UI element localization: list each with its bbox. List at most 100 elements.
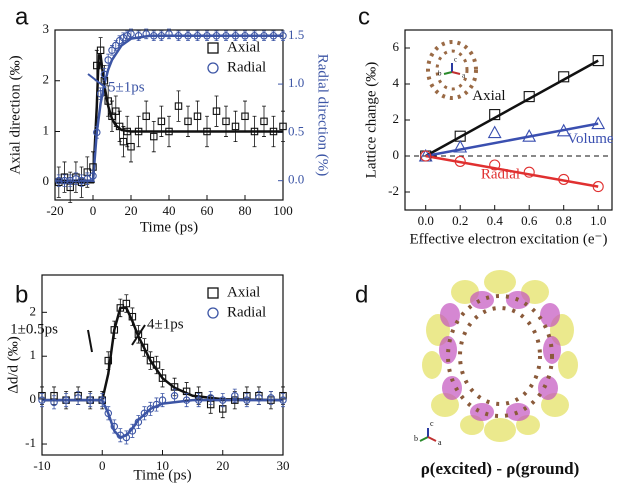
panel-label: c — [358, 3, 370, 30]
error-bar — [121, 126, 126, 158]
x-tick-label: 30 — [277, 458, 290, 473]
marker — [222, 117, 230, 126]
error-bar — [118, 298, 123, 318]
error-bar — [252, 115, 257, 148]
x-tick-label: 0 — [90, 203, 97, 218]
marker — [591, 116, 606, 130]
marker — [158, 374, 167, 382]
error-bar — [184, 393, 189, 408]
series-label: Volume — [567, 131, 614, 147]
fit-line — [425, 154, 599, 188]
marker — [127, 30, 135, 38]
marker — [194, 396, 203, 404]
annotation-arrow — [87, 73, 107, 89]
marker — [55, 176, 63, 185]
error-bar — [224, 105, 228, 137]
marker — [96, 46, 105, 55]
error-bar — [124, 294, 129, 313]
error-bar — [233, 110, 238, 143]
error-bar — [220, 393, 225, 408]
error-bar — [112, 320, 117, 340]
y2-tick-label: 1.0 — [288, 75, 304, 90]
marker — [279, 32, 287, 40]
legend-label: Radial — [227, 304, 266, 320]
marker — [250, 32, 259, 40]
y-tick-label: 1 — [30, 347, 37, 362]
error-bar — [148, 351, 153, 370]
x-tick-label: 20 — [125, 203, 138, 218]
marker — [140, 343, 149, 352]
error-bar — [232, 388, 237, 403]
x-tick-label: 20 — [216, 458, 229, 473]
marker — [110, 422, 119, 431]
marker — [206, 394, 215, 402]
marker — [152, 400, 161, 409]
error-bar — [214, 95, 219, 127]
error-bar — [106, 85, 111, 117]
marker — [142, 30, 150, 38]
y2-tick-label: 1.5 — [288, 27, 304, 42]
marker — [134, 127, 143, 136]
marker — [83, 175, 92, 183]
marker — [207, 307, 219, 319]
carbon-ring — [458, 306, 542, 406]
legend-label: Radial — [227, 59, 266, 75]
error-bar — [243, 100, 247, 132]
x-axis-label: Time (ps) — [140, 219, 198, 235]
error-bar — [281, 110, 285, 143]
marker — [146, 356, 155, 365]
error-bar — [94, 126, 99, 139]
error-bar — [244, 393, 249, 408]
x-axis-label: Time (ps) — [133, 467, 191, 483]
marker — [231, 32, 240, 40]
error-bar — [79, 174, 84, 187]
error-bar — [98, 87, 103, 100]
error-bar — [136, 115, 141, 148]
marker — [523, 91, 535, 103]
error-bar — [76, 390, 81, 405]
error-bar — [130, 423, 135, 438]
error-bar — [186, 105, 190, 137]
error-bar — [85, 172, 90, 185]
x-tick-label: 80 — [239, 203, 252, 218]
error-bar — [142, 338, 147, 357]
marker — [134, 418, 143, 426]
marker — [241, 32, 249, 40]
error-bar — [159, 105, 164, 137]
error-bar — [208, 390, 213, 405]
marker — [592, 55, 604, 67]
error-bar — [281, 393, 285, 408]
marker — [255, 394, 263, 402]
y-axis-label: Axial direction (‰) — [7, 55, 23, 174]
marker — [165, 127, 173, 136]
legend-label: Axial — [227, 39, 260, 55]
y-tick-label: -2 — [388, 183, 399, 198]
error-bar — [112, 419, 117, 434]
error-bar — [106, 351, 111, 370]
error-bar — [129, 131, 133, 163]
x-tick-label: 0.2 — [452, 213, 468, 228]
marker — [260, 32, 268, 40]
legend-label: Axial — [227, 284, 260, 300]
error-bar — [73, 172, 78, 185]
marker — [269, 32, 278, 40]
error-bar — [142, 406, 147, 421]
marker — [127, 142, 135, 151]
marker — [523, 166, 535, 178]
y-axis-label: Δd/d (‰) — [5, 336, 21, 394]
error-bar — [195, 100, 200, 132]
annotation-arrow — [131, 324, 146, 346]
marker — [453, 139, 468, 153]
y-tick-label: 2 — [30, 303, 37, 318]
panel: a -20 0 20 40 60 80 100 0 1 2 3 0.0 0.5 1.0 1.5 Time (ps… — [7, 3, 330, 235]
x-tick-label: 10 — [156, 458, 169, 473]
y-tick-label: 4 — [393, 75, 400, 90]
error-bar — [196, 393, 201, 408]
error-bar — [52, 395, 57, 410]
annotation-arrow — [87, 329, 93, 353]
error-bar — [154, 397, 159, 412]
y-tick-label: 0 — [393, 147, 400, 162]
marker — [158, 396, 167, 404]
